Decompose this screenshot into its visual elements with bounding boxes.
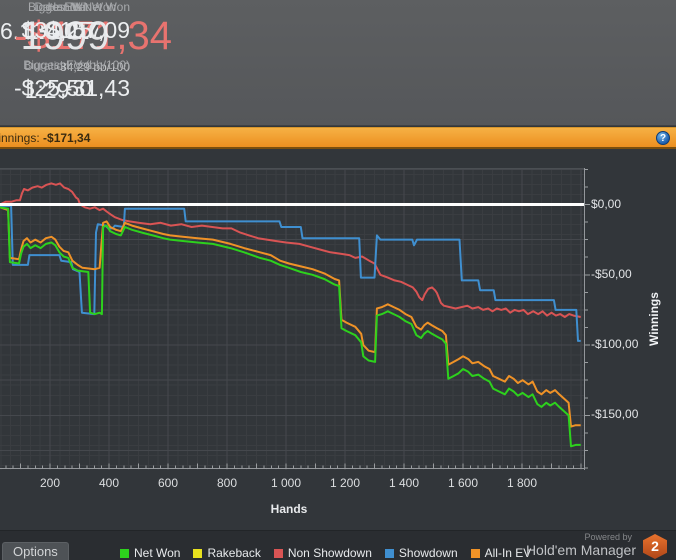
y-tick-label: $0,00 <box>591 196 622 211</box>
legend-swatch-icon <box>120 548 129 558</box>
series-showdown <box>0 204 581 342</box>
winnings-graph: 200 400 600 800 1 000 1 200 1 400 1 600 1 800 $0… <box>0 149 676 530</box>
x-tick-label: 1 800 <box>506 476 538 490</box>
duration-label: Duration <box>24 59 70 73</box>
x-tick-label: 1 000 <box>270 476 302 490</box>
legend-item-non-showdown[interactable]: Non Showdown <box>273 546 372 560</box>
legend-item-rakeback[interactable]: Rakeback <box>193 546 261 560</box>
x-tick-label: 800 <box>216 476 238 490</box>
footer-bar <box>0 530 676 560</box>
winnings-header-bar[interactable]: Winnings: -$171,34 ? <box>0 127 676 149</box>
ev-net-won-value: -$157,09 <box>39 17 130 43</box>
biggest-win-label: Biggest Win <box>27 0 92 14</box>
biggest-win-value: $34,25 <box>21 17 92 43</box>
legend-item-net-won[interactable]: Net Won <box>120 546 180 560</box>
graph-plot-area <box>0 168 590 470</box>
legend-label: Non Showdown <box>287 546 372 560</box>
legend-label: Rakeback <box>207 546 261 560</box>
help-icon[interactable]: ? <box>656 131 670 145</box>
y-tick-label: -$50,00 <box>591 266 632 281</box>
legend-label: Showdown <box>398 546 458 560</box>
session-stats-panel: Date 6.12.2017 Duration 1:29 Net Won -$1… <box>0 0 676 126</box>
legend-swatch-icon <box>193 548 203 558</box>
legend-label: All-In EV <box>484 546 532 560</box>
x-tick-label: 1 600 <box>447 476 479 490</box>
series-all-in-ev <box>0 206 581 428</box>
brand-name: Hold'em Manager <box>525 542 636 558</box>
legend-item-showdown[interactable]: Showdown <box>384 546 458 560</box>
date-value: 6.12.2017 <box>0 18 103 44</box>
y-tick-label: -$100,00 <box>591 337 639 352</box>
ev-bb100-value: -31,43 <box>64 75 130 101</box>
graph-legend: Net Won Rakeback Non Showdown Showdown All-I… <box>120 546 531 560</box>
legend-item-all-in-ev[interactable]: All-In EV <box>470 546 532 560</box>
x-tick-label: 400 <box>98 476 120 490</box>
x-axis-title: Hands <box>270 502 308 516</box>
powered-by-label: Powered by <box>584 532 632 542</box>
legend-swatch-icon <box>384 548 394 558</box>
net-won-label: Net Won <box>69 0 117 14</box>
holdem-manager-2-logo-icon: 2 <box>643 534 667 559</box>
ev-net-won-label: EV Net Won <box>64 0 130 14</box>
x-tick-label: 200 <box>39 476 61 490</box>
y-axis-title: Winnings <box>647 292 661 346</box>
hands-label: Hands <box>47 0 83 14</box>
x-tick-label: 600 <box>157 476 179 490</box>
legend-label: Net Won <box>134 546 181 560</box>
hands-value: 1999 <box>20 14 110 58</box>
series-net-won <box>0 206 581 448</box>
winnings-bar-text: Winnings: -$171,34 <box>0 131 91 145</box>
ev-bb100-label: EV (bb/100) <box>65 58 130 72</box>
series-non-showdown <box>0 182 581 318</box>
duration-value: 1:29 <box>24 77 70 103</box>
biggest-loss-value: -$25,50 <box>13 75 92 101</box>
legend-swatch-icon <box>273 548 283 558</box>
x-tick-label: 1 200 <box>329 476 361 490</box>
y-tick-label: -$150,00 <box>591 407 639 422</box>
options-button[interactable]: Options <box>2 542 69 560</box>
net-won-bb100: -34,29 bb/100 <box>55 60 131 74</box>
x-tick-label: 1 400 <box>388 476 420 490</box>
net-won-value: -$171,34 <box>14 14 172 58</box>
biggest-loss-label: Biggest Loss <box>23 58 92 72</box>
date-label: Date <box>34 0 60 14</box>
legend-swatch-icon <box>470 548 480 558</box>
